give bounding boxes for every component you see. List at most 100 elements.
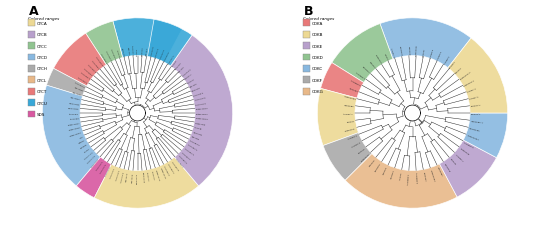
- Text: AtCYCA1;2: AtCYCA1;2: [87, 154, 97, 164]
- Text: PtCYCH: PtCYCH: [116, 50, 120, 58]
- Text: OsCDKD: OsCDKD: [408, 46, 409, 55]
- Text: AtCYCT1;4: AtCYCT1;4: [155, 47, 160, 58]
- FancyBboxPatch shape: [29, 77, 35, 84]
- FancyBboxPatch shape: [29, 32, 35, 39]
- Text: ZmCDKD: ZmCDKD: [399, 46, 402, 56]
- Text: AtCDKB2;1: AtCDKB2;1: [407, 172, 410, 184]
- Text: CYCA: CYCA: [36, 22, 47, 26]
- Polygon shape: [130, 106, 145, 121]
- Text: AtCYCA3;1: AtCYCA3;1: [110, 167, 116, 178]
- Text: Colored ranges: Colored ranges: [29, 17, 60, 21]
- Wedge shape: [345, 154, 457, 208]
- Text: CDKE: CDKE: [311, 44, 323, 48]
- Text: AtCYCB2;2: AtCYCB2;2: [182, 151, 191, 160]
- Text: PiCDKC;2: PiCDKC;2: [470, 104, 481, 107]
- Text: CDKC: CDKC: [311, 67, 323, 71]
- Wedge shape: [323, 133, 372, 180]
- Text: AtCYCD4;2: AtCYCD4;2: [83, 67, 94, 76]
- FancyBboxPatch shape: [304, 43, 310, 50]
- Text: AtCDKB1;3: AtCDKB1;3: [463, 141, 475, 148]
- Text: AtCDKB1;2: AtCDKB1;2: [350, 79, 362, 86]
- Text: AtCDKE;1: AtCDKE;1: [455, 153, 464, 161]
- Wedge shape: [448, 39, 508, 114]
- Text: CDKF: CDKF: [311, 79, 322, 82]
- Text: PotbCYCU2: PotbCYCU2: [196, 107, 208, 110]
- FancyBboxPatch shape: [304, 54, 310, 61]
- FancyBboxPatch shape: [29, 66, 35, 73]
- Text: PtCDKF: PtCDKF: [399, 170, 402, 179]
- Text: ZmCYCD2: ZmCYCD2: [68, 108, 79, 109]
- Wedge shape: [147, 20, 192, 67]
- Text: ZmCYCA2: ZmCYCA2: [141, 172, 144, 183]
- Wedge shape: [86, 22, 123, 66]
- Text: AtCYCD1;1: AtCYCD1;1: [110, 48, 116, 60]
- Text: AtCYCD3;3: AtCYCD3;3: [91, 59, 100, 70]
- Text: ZmCYCA1: ZmCYCA1: [137, 172, 138, 183]
- Text: OsCYCB: OsCYCB: [191, 135, 200, 140]
- Text: AtCYCB1;3: AtCYCB1;3: [171, 160, 179, 171]
- Text: ZmCDKC: ZmCDKC: [449, 61, 456, 69]
- FancyBboxPatch shape: [304, 66, 310, 73]
- Text: AtCYCU2;1: AtCYCU2;1: [194, 96, 206, 101]
- Text: ZmCDKF: ZmCDKF: [391, 169, 395, 178]
- Text: PtCYCC: PtCYCC: [172, 59, 177, 67]
- Text: AtCYCU3;1: AtCYCU3;1: [193, 91, 205, 96]
- Text: AtCYCT1;3: AtCYCT1;3: [159, 49, 165, 60]
- FancyBboxPatch shape: [304, 20, 310, 27]
- Text: PtCYCT: PtCYCT: [137, 47, 138, 55]
- Text: OsCYCD1: OsCYCD1: [74, 87, 84, 92]
- Text: AtCYCA2;3: AtCYCA2;3: [100, 163, 108, 174]
- Text: OsCYCA1: OsCYCA1: [126, 171, 129, 181]
- Text: PiCDKA: PiCDKA: [383, 53, 388, 61]
- Text: PiCDKE: PiCDKE: [449, 158, 455, 165]
- Text: ZmCDKA: ZmCDKA: [362, 66, 370, 74]
- Text: PiCDKG: PiCDKG: [358, 147, 366, 153]
- Text: PiCDKB2: PiCDKB2: [423, 171, 426, 180]
- Wedge shape: [94, 157, 199, 208]
- Text: PotbCDKC;1: PotbCDKC;1: [463, 78, 476, 86]
- Text: PotbCYCU3: PotbCYCU3: [196, 117, 208, 120]
- Text: AtCDKD;3: AtCDKD;3: [430, 47, 435, 58]
- Text: AtCYCA3;3: AtCYCA3;3: [120, 170, 125, 182]
- Text: OsCYCU: OsCYCU: [189, 82, 198, 87]
- Text: ZmCDKB: ZmCDKB: [443, 162, 450, 171]
- Text: AtCDKF;1: AtCDKF;1: [343, 113, 354, 114]
- Text: OsSDS: OsSDS: [79, 140, 86, 144]
- Text: OsCDKB2: OsCDKB2: [437, 166, 442, 176]
- Wedge shape: [380, 19, 471, 68]
- Text: PotbCYCA2: PotbCYCA2: [160, 167, 165, 179]
- Wedge shape: [53, 34, 106, 87]
- Text: A: A: [29, 5, 38, 18]
- Text: AtCDKD;2: AtCDKD;2: [437, 50, 443, 61]
- Text: AtCDKG;2: AtCDKG;2: [351, 141, 362, 148]
- Text: OsCDKG: OsCDKG: [369, 158, 376, 166]
- Text: OsCDKC: OsCDKC: [455, 67, 462, 74]
- Text: OsCYCD3: OsCYCD3: [70, 97, 81, 100]
- Text: OsCYCA2: OsCYCA2: [131, 172, 134, 182]
- Text: ZmCYCC: ZmCYCC: [175, 62, 182, 69]
- Text: ZmSDS: ZmSDS: [80, 143, 88, 149]
- Text: CYCT: CYCT: [36, 90, 47, 94]
- Text: PiCDKB1: PiCDKB1: [349, 88, 358, 93]
- FancyBboxPatch shape: [304, 32, 310, 39]
- Text: PotbCDKC;2: PotbCDKC;2: [459, 71, 471, 80]
- Text: AtCYCB3;1: AtCYCB3;1: [189, 139, 201, 146]
- Text: PotbCDKB1: PotbCDKB1: [343, 95, 356, 100]
- Text: PtCYCU: PtCYCU: [187, 78, 195, 84]
- Wedge shape: [47, 69, 87, 97]
- Text: CYCC: CYCC: [36, 44, 47, 48]
- Text: PotbCYCD3: PotbCYCD3: [70, 131, 82, 136]
- Text: ZmCDKB2: ZmCDKB2: [469, 128, 480, 131]
- Text: PotbCDKG: PotbCDKG: [361, 153, 370, 162]
- Text: PtCYCB: PtCYCB: [194, 126, 202, 130]
- FancyBboxPatch shape: [29, 20, 35, 27]
- Text: AtCYCD6;1: AtCYCD6;1: [77, 76, 88, 84]
- Text: SDS: SDS: [79, 135, 84, 138]
- Text: PotbCDKD: PotbCDKD: [416, 44, 417, 55]
- Text: AtCYCD3;2: AtCYCD3;2: [95, 56, 104, 67]
- Text: PotbCDKB3: PotbCDKB3: [466, 134, 479, 140]
- Text: AtCYCC1;2: AtCYCC1;2: [182, 67, 191, 76]
- FancyBboxPatch shape: [29, 54, 35, 61]
- Text: AtCDKC;2: AtCDKC;2: [466, 87, 477, 93]
- FancyBboxPatch shape: [304, 77, 310, 84]
